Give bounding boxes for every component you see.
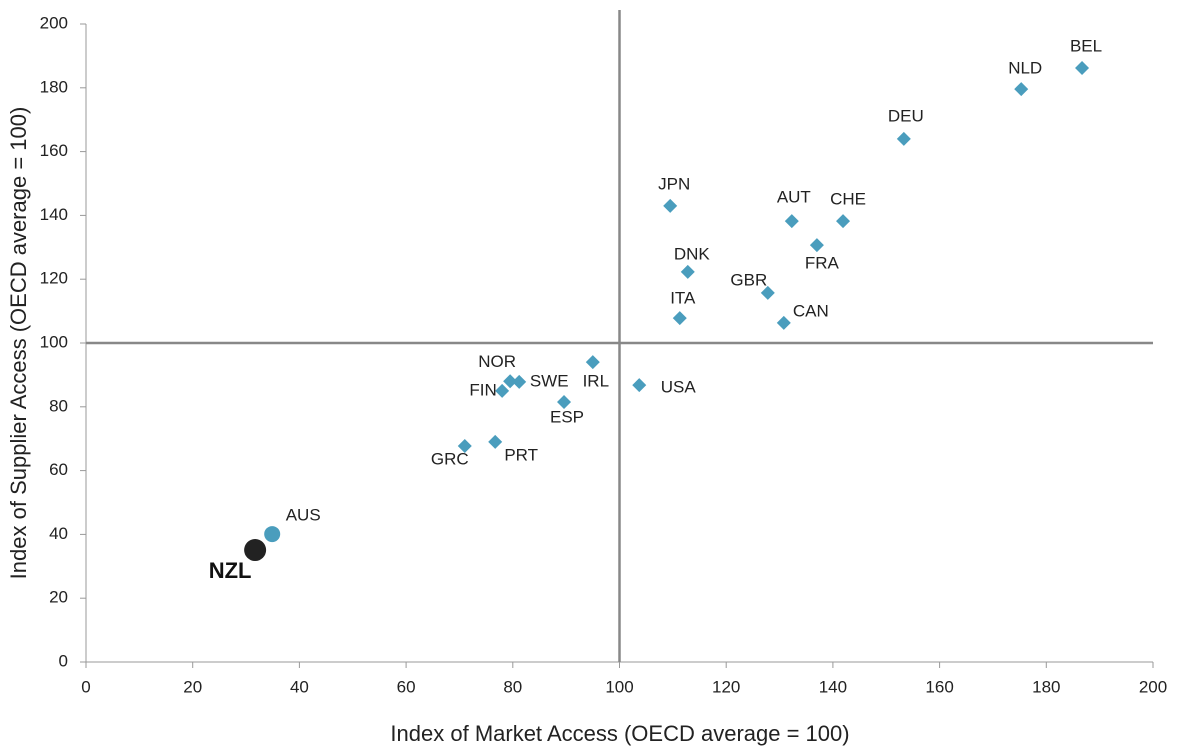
y-tick-label: 40 <box>49 524 68 543</box>
y-tick-label: 160 <box>40 141 68 160</box>
y-tick-label: 20 <box>49 588 68 607</box>
point-label: AUS <box>286 506 321 525</box>
x-tick-label: 20 <box>183 677 202 696</box>
point-label: NLD <box>1008 59 1042 78</box>
point-label: ESP <box>550 407 584 426</box>
y-tick-label: 180 <box>40 77 68 96</box>
y-axis-title: Index of Supplier Access (OECD average =… <box>6 107 31 580</box>
point-label: GRC <box>431 450 469 469</box>
point-label: CHE <box>830 190 866 209</box>
point <box>495 383 510 398</box>
y-tick-label: 80 <box>49 396 68 415</box>
y-tick-label: 0 <box>59 651 68 670</box>
point-label: AUT <box>777 188 811 207</box>
x-tick-label: 180 <box>1032 677 1060 696</box>
point-label: DNK <box>674 244 711 263</box>
y-tick-label: 140 <box>40 205 68 224</box>
point <box>663 198 678 213</box>
x-tick-label: 0 <box>81 677 90 696</box>
point <box>512 374 527 389</box>
point-label: CAN <box>793 301 829 320</box>
point-label: BEL <box>1070 37 1102 56</box>
point <box>836 214 851 229</box>
point <box>809 238 824 253</box>
point-label: IRL <box>583 372 609 391</box>
point <box>776 315 791 330</box>
point <box>264 526 281 543</box>
point <box>457 439 472 454</box>
point-label: ITA <box>670 289 696 308</box>
y-tick-label: 60 <box>49 460 68 479</box>
point-label: DEU <box>888 106 924 125</box>
point-label: FIN <box>469 380 496 399</box>
point <box>503 374 518 389</box>
point-label: USA <box>661 378 697 397</box>
point <box>784 214 799 229</box>
y-tick-label: 120 <box>40 269 68 288</box>
x-tick-label: 120 <box>712 677 740 696</box>
point <box>896 131 911 146</box>
point-label: PRT <box>504 445 538 464</box>
point <box>1075 61 1090 76</box>
point <box>760 285 775 300</box>
x-tick-label: 80 <box>503 677 522 696</box>
x-tick-label: 100 <box>605 677 633 696</box>
point <box>557 395 572 410</box>
point-label: NZL <box>209 558 252 583</box>
point <box>244 539 267 562</box>
point <box>1014 82 1029 97</box>
point <box>632 378 647 393</box>
point-label: FRA <box>805 254 840 273</box>
x-tick-label: 60 <box>397 677 416 696</box>
y-tick-label: 200 <box>40 13 68 32</box>
x-tick-label: 40 <box>290 677 309 696</box>
x-axis-title: Index of Market Access (OECD average = 1… <box>390 721 849 746</box>
x-tick-label: 160 <box>925 677 953 696</box>
point-label: JPN <box>658 174 690 193</box>
x-tick-label: 200 <box>1139 677 1167 696</box>
point <box>672 311 687 326</box>
point-label: GBR <box>730 270 767 289</box>
point <box>585 355 600 370</box>
point <box>488 434 503 449</box>
point-label: NOR <box>478 352 516 371</box>
point-label: SWE <box>530 371 569 390</box>
point <box>680 264 695 279</box>
y-tick-label: 100 <box>40 332 68 351</box>
x-tick-label: 140 <box>819 677 847 696</box>
